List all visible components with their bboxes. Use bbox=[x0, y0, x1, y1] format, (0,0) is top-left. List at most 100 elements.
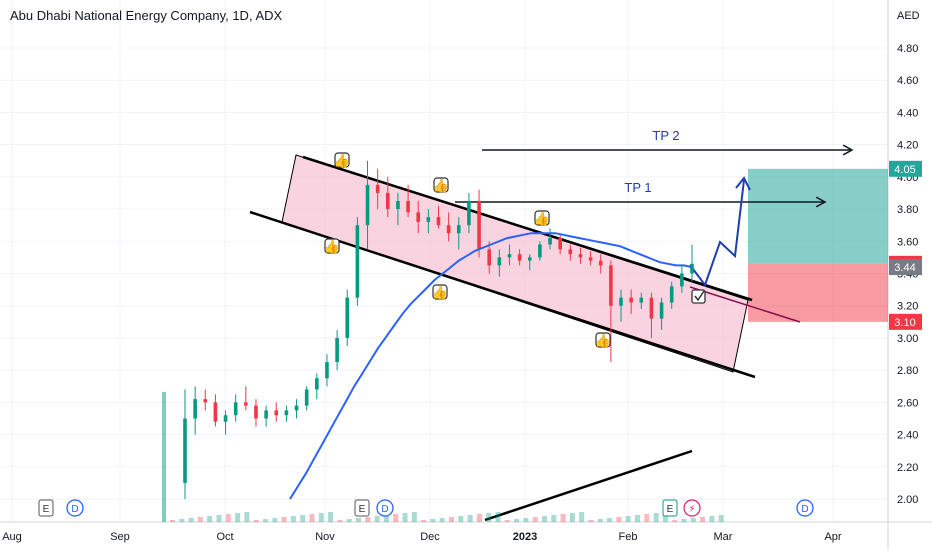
candle-body bbox=[609, 265, 613, 306]
x-tick-label: Oct bbox=[216, 531, 233, 543]
candle-body bbox=[629, 297, 633, 303]
candle-body bbox=[497, 257, 502, 266]
volume-bar bbox=[225, 514, 231, 522]
split-marker-icon bbox=[683, 499, 701, 517]
thumbs-up-glyph: 👍 bbox=[534, 211, 550, 226]
volume-bar bbox=[718, 515, 724, 522]
candle-body bbox=[649, 297, 654, 319]
thumbs-up-icon bbox=[534, 210, 550, 226]
volume-bar bbox=[216, 515, 222, 522]
candle-body bbox=[548, 238, 552, 245]
y-tick-label: 4.20 bbox=[897, 140, 918, 152]
volume-bar bbox=[170, 520, 175, 522]
volume-bar bbox=[532, 517, 538, 522]
candle-body bbox=[375, 184, 380, 193]
candle-body bbox=[335, 337, 339, 363]
volume-bar bbox=[328, 512, 334, 522]
candle-body bbox=[325, 362, 329, 379]
currency-label: AED bbox=[897, 10, 920, 22]
dividend-marker bbox=[796, 499, 814, 517]
candle-body bbox=[315, 378, 319, 390]
long-trend-line bbox=[484, 449, 693, 522]
volume-bar bbox=[635, 515, 640, 522]
thumbs-up-icon bbox=[432, 284, 448, 300]
tp1-label: TP 1 bbox=[624, 180, 651, 195]
volume-bar bbox=[374, 516, 380, 522]
moving-average-line bbox=[289, 232, 693, 500]
volume-bar bbox=[662, 512, 668, 522]
volume-bar bbox=[402, 513, 408, 522]
y-tick-label: 2.20 bbox=[897, 462, 918, 474]
volume-bar bbox=[300, 515, 306, 522]
candle-body bbox=[183, 418, 187, 483]
volume-bar bbox=[495, 512, 501, 522]
volume-bar bbox=[197, 517, 203, 522]
chart-title: Abu Dhabi National Energy Company, 1D, A… bbox=[10, 8, 283, 23]
price-label-entry-bg bbox=[889, 259, 922, 276]
x-tick-label: Feb bbox=[619, 531, 638, 543]
tp2-label: TP 2 bbox=[652, 128, 679, 143]
dividend-marker-label: D bbox=[381, 504, 388, 515]
candle-body bbox=[436, 217, 441, 226]
channel-fill bbox=[281, 154, 749, 373]
candle-body bbox=[598, 260, 603, 266]
volume-bar bbox=[244, 512, 250, 522]
thumbs-up-glyph: 👍 bbox=[324, 239, 340, 254]
volume-bar bbox=[207, 516, 213, 522]
volume-bar bbox=[439, 518, 445, 522]
candle-body bbox=[477, 201, 481, 250]
earnings-marker-label: E bbox=[667, 504, 674, 515]
candle-body bbox=[396, 201, 400, 210]
volume-bar bbox=[597, 519, 603, 522]
projection-path bbox=[689, 179, 745, 288]
stop-zone bbox=[748, 263, 888, 322]
volume-bar bbox=[607, 518, 613, 522]
candle-body bbox=[690, 263, 694, 274]
y-tick-label: 2.00 bbox=[897, 494, 918, 506]
candle-body bbox=[254, 405, 258, 419]
price-label-stop-bg bbox=[889, 313, 922, 330]
candle-body bbox=[274, 410, 279, 416]
volume-bar bbox=[272, 518, 278, 522]
volume-bar bbox=[449, 517, 454, 522]
candle-body bbox=[619, 297, 623, 306]
volume-bar bbox=[514, 519, 520, 522]
volume-bar bbox=[411, 512, 417, 522]
candle-body bbox=[233, 402, 238, 416]
y-tick-label: 3.20 bbox=[897, 301, 918, 313]
volume-bar bbox=[467, 515, 473, 522]
price-label-target: 4.05 bbox=[894, 164, 915, 176]
y-tick-label: 3.00 bbox=[897, 333, 918, 345]
volume-bar bbox=[356, 518, 361, 522]
volume-bar bbox=[551, 515, 557, 522]
volume-bar bbox=[560, 514, 566, 522]
candle-body bbox=[639, 297, 644, 303]
candle-body bbox=[680, 273, 684, 287]
thumbs-up-icon bbox=[595, 332, 611, 348]
x-tick-label: Apr bbox=[824, 531, 841, 543]
candle-body bbox=[568, 249, 573, 255]
volume-bar bbox=[309, 514, 315, 522]
dividend-marker bbox=[376, 499, 394, 517]
dividend-marker bbox=[66, 499, 84, 517]
y-tick-label: 4.60 bbox=[897, 75, 918, 87]
candle-body bbox=[467, 201, 471, 226]
y-tick-label: 4.80 bbox=[897, 43, 918, 55]
candle-body bbox=[294, 405, 299, 411]
earnings-marker-label: E bbox=[43, 504, 50, 515]
volume-bar bbox=[188, 518, 194, 522]
thumbs-up-icon bbox=[324, 238, 340, 254]
volume-bar bbox=[281, 517, 287, 522]
price-label-entry: 3.44 bbox=[894, 262, 915, 274]
candle-body bbox=[416, 212, 421, 222]
thumbs-up-icon bbox=[334, 152, 350, 168]
candle-body bbox=[426, 217, 431, 222]
volume-bar bbox=[672, 520, 678, 522]
x-tick-label: Sep bbox=[110, 531, 130, 543]
volume-bar bbox=[430, 519, 436, 522]
candle-body bbox=[284, 410, 289, 416]
candle-body bbox=[213, 402, 218, 422]
volume-bar bbox=[235, 513, 241, 522]
candle-body bbox=[588, 257, 593, 261]
